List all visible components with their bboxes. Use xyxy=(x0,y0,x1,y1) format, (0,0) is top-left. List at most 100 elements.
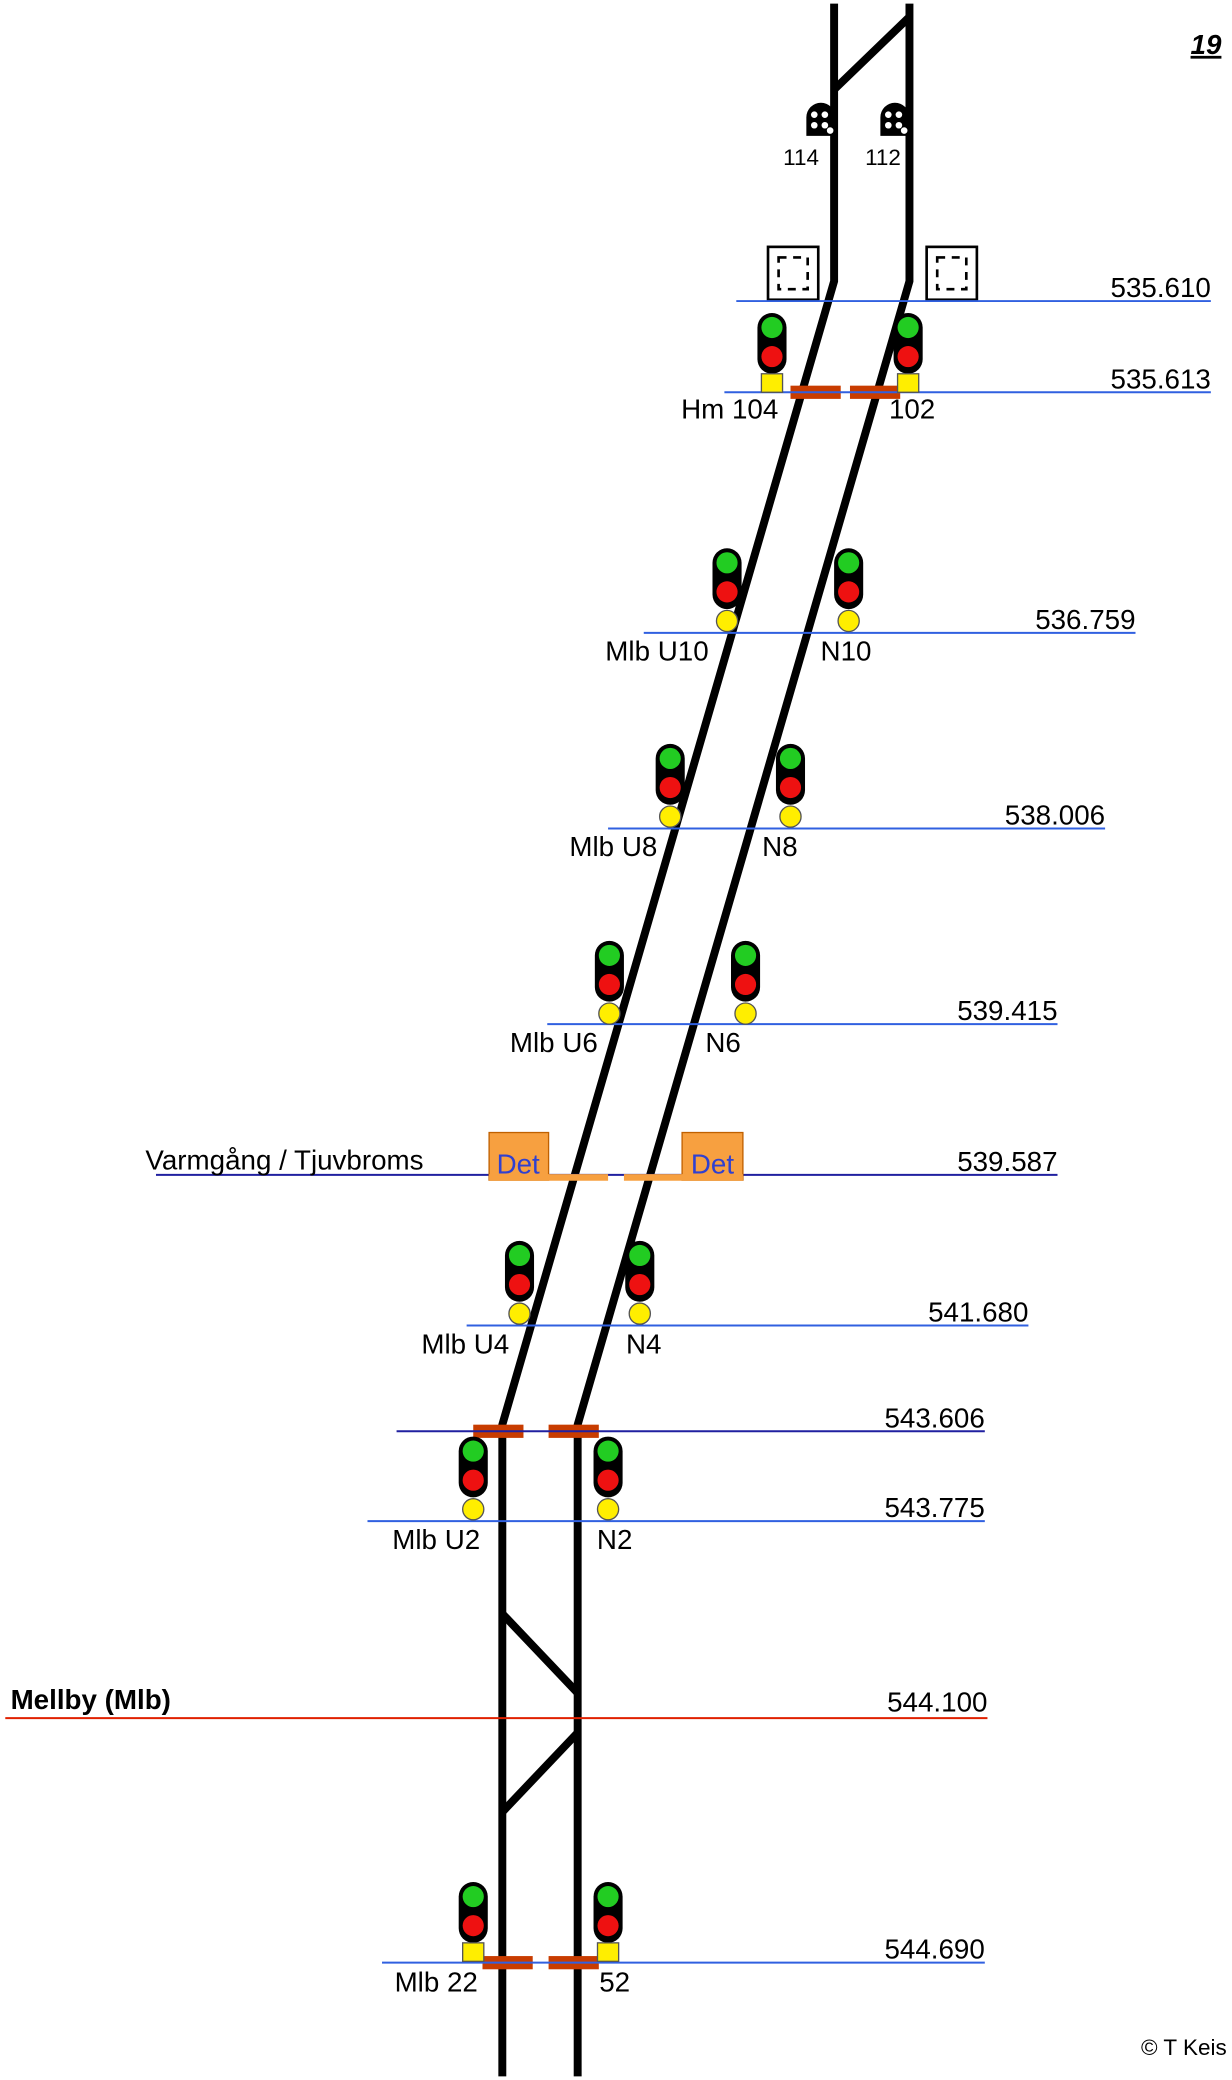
signal-label: Mlb U6 xyxy=(510,1027,598,1058)
signal xyxy=(594,940,624,1025)
km-label: 538.006 xyxy=(1005,800,1105,831)
lamp-yellow xyxy=(462,1942,485,1963)
lamp-yellow xyxy=(734,1002,757,1025)
page-number: 19 xyxy=(1191,29,1222,60)
lamp-yellow xyxy=(628,1302,652,1325)
signal-label: Mlb 22 xyxy=(395,1967,478,1998)
shunt-lamp xyxy=(885,111,892,118)
lamp-yellow xyxy=(896,373,920,393)
shunt-signal xyxy=(806,102,836,136)
signal-label: N2 xyxy=(597,1524,632,1555)
km-label: 535.613 xyxy=(1111,363,1211,394)
signal xyxy=(731,940,761,1025)
detector-box-text: Det xyxy=(691,1149,734,1180)
shunt-lamp xyxy=(821,111,829,118)
lamp-green xyxy=(462,1886,484,1908)
lamp-red xyxy=(598,973,620,996)
station-name: Mellby (Mlb) xyxy=(11,1684,171,1715)
lamp-yellow xyxy=(462,1498,485,1521)
shunt-lamp xyxy=(885,121,892,129)
shunt-lamp xyxy=(826,127,834,134)
lamp-red xyxy=(716,581,738,603)
lamp-red xyxy=(597,1915,619,1937)
signal xyxy=(893,312,923,393)
lamp-green xyxy=(629,1244,651,1267)
lamp-red xyxy=(629,1273,651,1296)
detector-boxes xyxy=(488,1131,744,1181)
km-label: 543.775 xyxy=(884,1492,984,1523)
lamp-green xyxy=(761,316,783,339)
signal xyxy=(655,743,685,828)
lamp-yellow xyxy=(715,609,739,633)
lamp-green xyxy=(597,1886,619,1908)
signal xyxy=(504,1240,535,1325)
signal xyxy=(757,312,787,393)
shunt-lamp xyxy=(821,121,829,129)
shunt-lamp xyxy=(900,127,908,134)
lamp-green xyxy=(508,1244,531,1267)
lamp-red xyxy=(761,346,783,368)
shunt-signal xyxy=(880,102,910,136)
detector-km: 539.587 xyxy=(957,1146,1057,1177)
km-label: 544.690 xyxy=(884,1934,984,1965)
signal-label: N6 xyxy=(705,1027,740,1058)
shunt-lamp xyxy=(810,121,818,129)
shunt-lamp xyxy=(810,111,818,118)
signal-label: Hm 104 xyxy=(681,394,778,425)
lamp-red xyxy=(508,1273,531,1296)
signal-label: N4 xyxy=(626,1328,661,1359)
lamp-yellow xyxy=(596,1498,620,1521)
station-km: 544.100 xyxy=(887,1687,987,1718)
signal xyxy=(834,548,864,633)
lamp-green xyxy=(734,944,757,966)
lamp-red xyxy=(897,346,919,368)
lamp-yellow xyxy=(596,1942,620,1963)
lamp-yellow xyxy=(779,805,802,828)
lamp-red xyxy=(462,1469,484,1491)
detector-box-text: Det xyxy=(497,1149,540,1180)
lamp-green xyxy=(597,1440,619,1462)
signal xyxy=(593,1436,623,1521)
lamp-yellow xyxy=(658,805,682,828)
shunt-label: 114 xyxy=(783,145,819,170)
signal-label: N8 xyxy=(762,831,797,862)
signal xyxy=(712,548,742,633)
lamp-yellow xyxy=(598,1002,621,1025)
signal-label: Mlb U10 xyxy=(605,636,708,667)
signal xyxy=(625,1240,655,1325)
lamp-red xyxy=(597,1469,619,1491)
lamp-green xyxy=(462,1440,484,1462)
copyright: © T Keis xyxy=(1141,2035,1227,2060)
signal-label: Mlb U8 xyxy=(569,831,657,862)
tracks xyxy=(498,3,914,2077)
lamp-red xyxy=(779,776,802,799)
lamp-red xyxy=(659,776,681,799)
signal xyxy=(458,1882,488,1963)
stop-boards xyxy=(766,245,979,302)
km-label: 536.759 xyxy=(1035,604,1135,635)
shunt-lamp xyxy=(895,111,903,118)
detector-label: Varmgång / Tjuvbroms xyxy=(145,1145,423,1176)
lamp-green xyxy=(779,747,802,770)
lamp-yellow xyxy=(508,1302,531,1325)
lamp-green xyxy=(659,747,681,770)
lamp-green xyxy=(716,552,738,574)
lamp-red xyxy=(838,581,860,603)
lamp-yellow xyxy=(760,373,784,393)
signal-label: 52 xyxy=(599,1967,630,1998)
signal xyxy=(458,1436,488,1521)
lamp-green xyxy=(598,944,620,966)
signal-label: Mlb U4 xyxy=(421,1328,509,1359)
lamp-green xyxy=(897,316,919,339)
signal xyxy=(593,1882,623,1963)
lamp-red xyxy=(462,1915,484,1937)
signal-label: Mlb U2 xyxy=(392,1524,480,1555)
lamp-red xyxy=(734,973,757,996)
lamp-green xyxy=(838,552,860,574)
km-label: 541.680 xyxy=(928,1297,1028,1328)
shunt-lamp xyxy=(895,121,903,129)
shunt-label: 112 xyxy=(865,145,901,170)
signal-label: N10 xyxy=(821,636,872,667)
